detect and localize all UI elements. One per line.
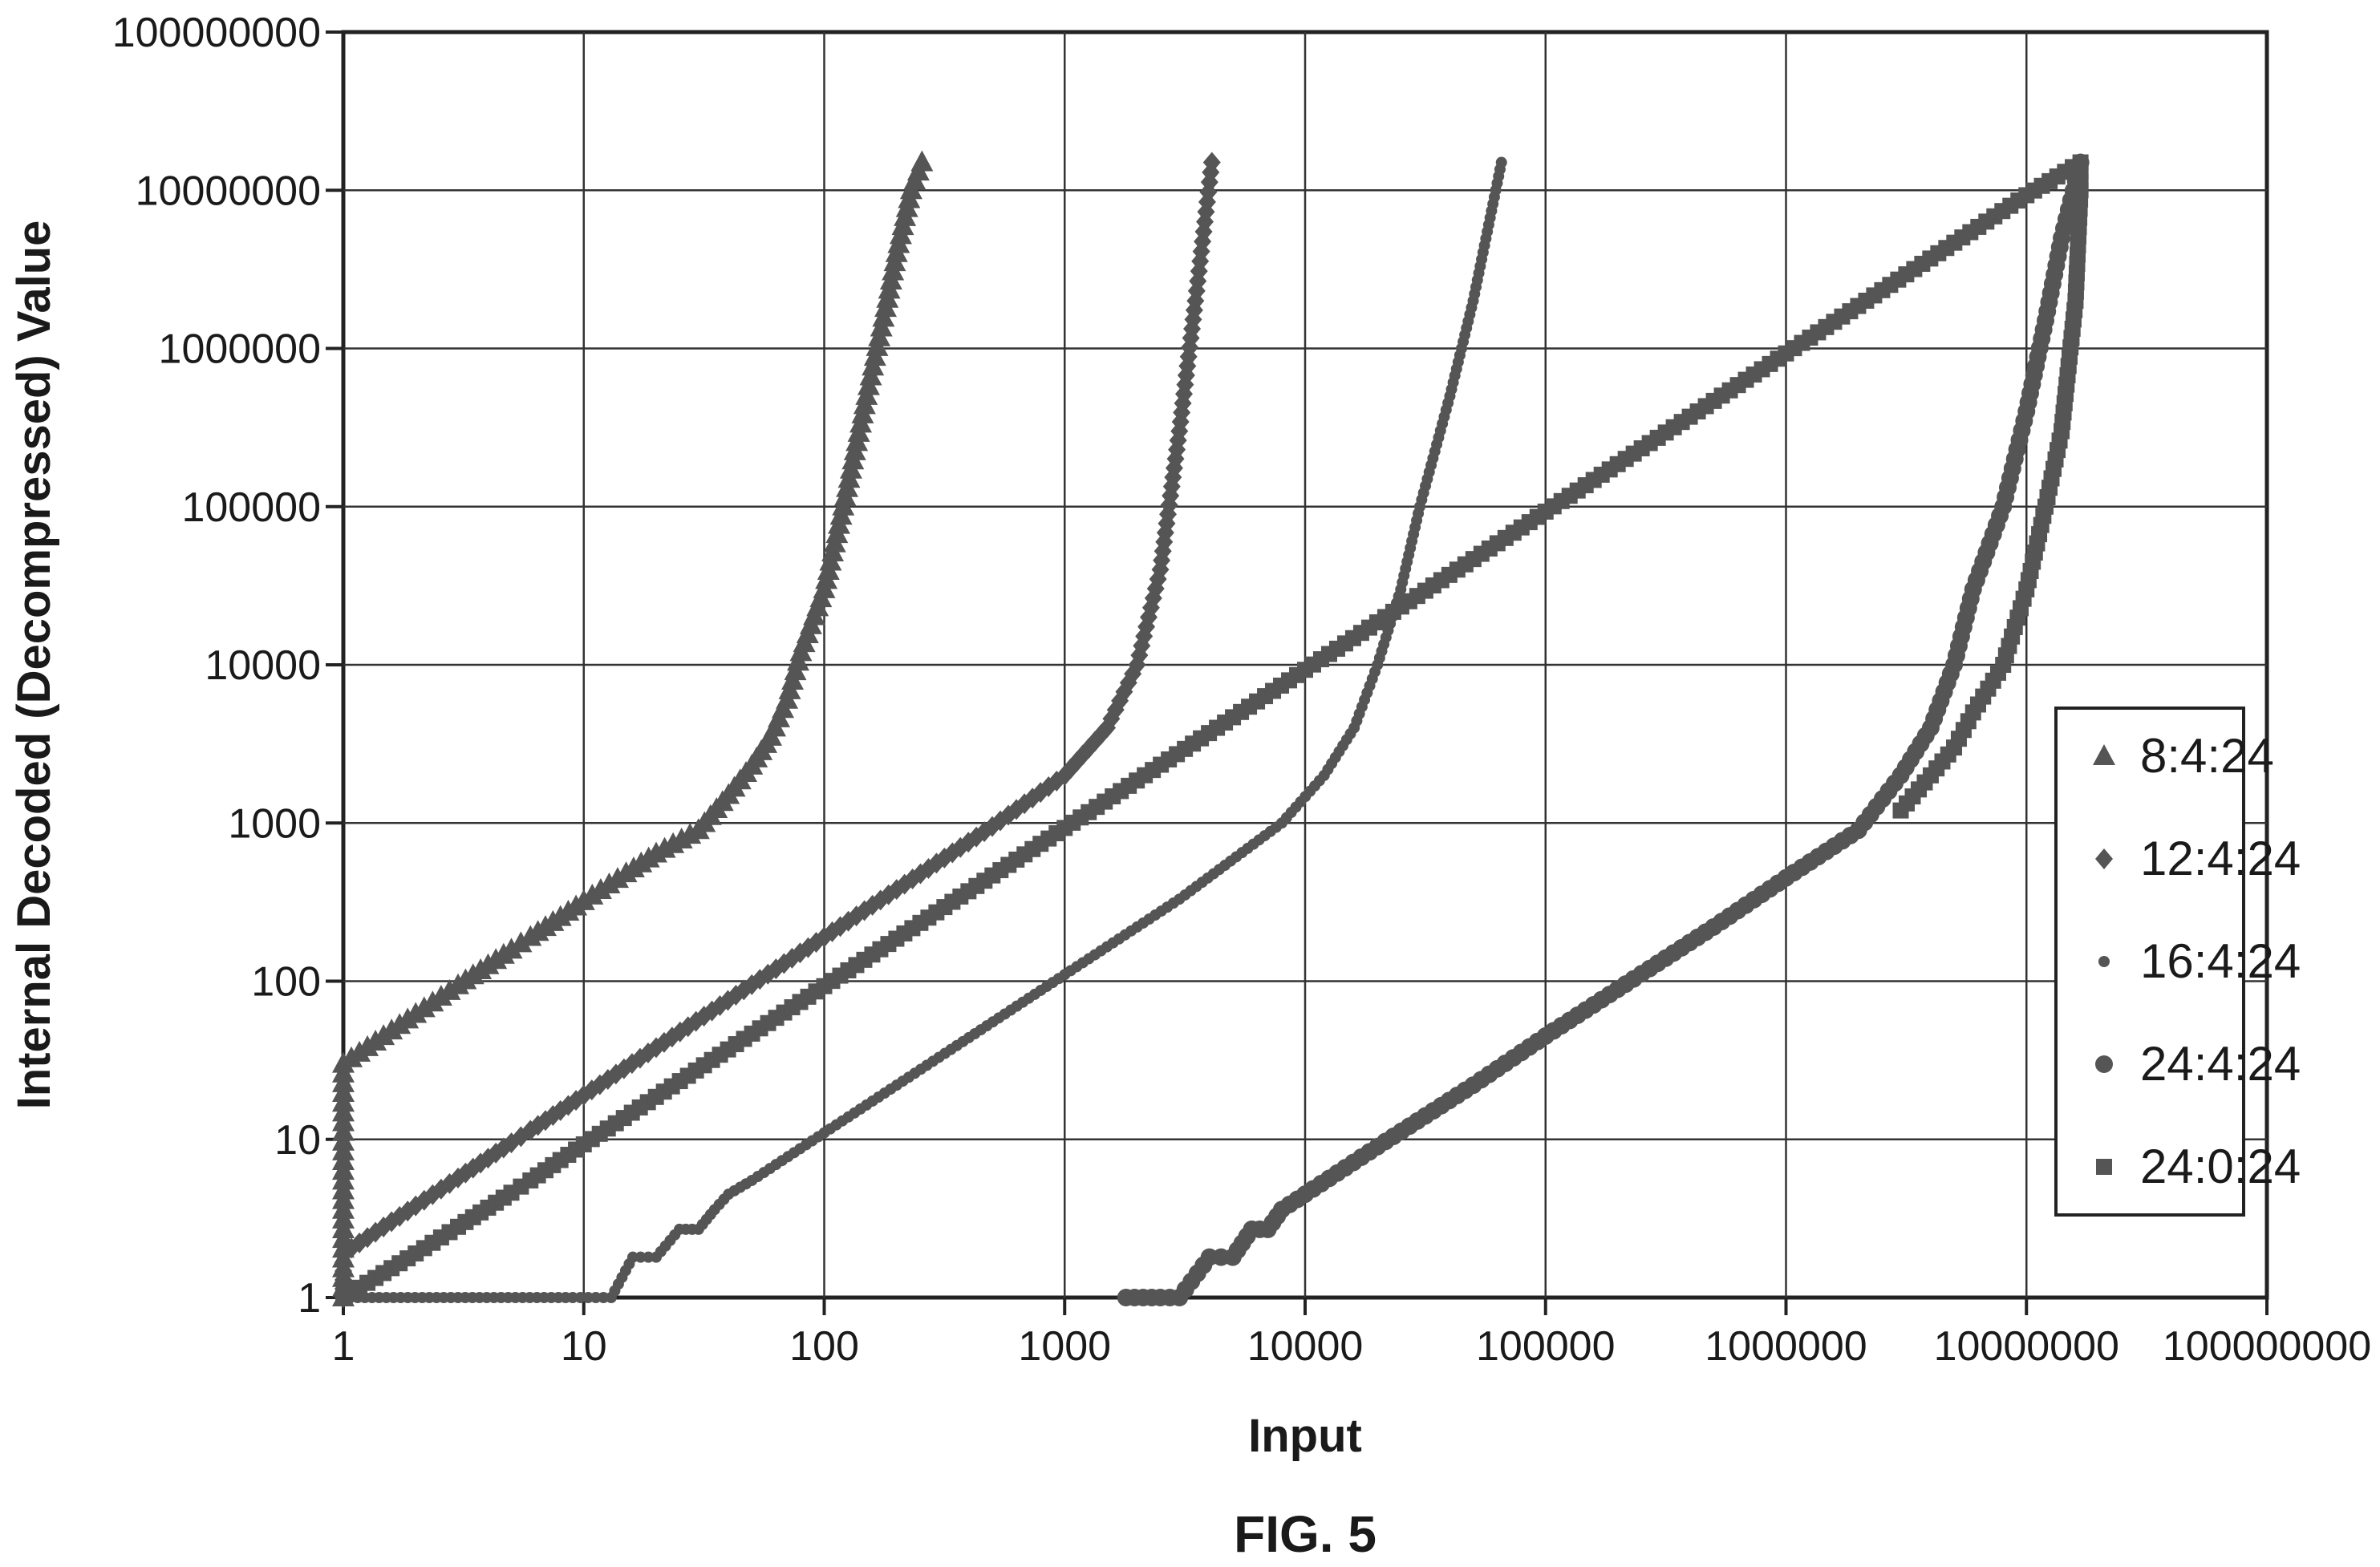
legend: 8:4:24 12:4:24 16:4:24 24:4:24 24:0:24 xyxy=(2054,707,2301,1217)
data-point xyxy=(509,931,533,953)
data-marks xyxy=(332,150,2090,1308)
legend-label: 16:4:24 xyxy=(2140,934,2301,988)
y-axis-title: Internal Decoded (Decompressed) Value xyxy=(8,221,60,1110)
y-tick-label: 1000000 xyxy=(159,326,321,373)
legend-marker xyxy=(2093,744,2115,765)
x-tick-label: 10000 xyxy=(1247,1323,1364,1370)
y-tick-label: 1000 xyxy=(228,800,321,847)
data-point xyxy=(598,1292,610,1303)
data-point xyxy=(567,1292,579,1303)
legend-label: 12:4:24 xyxy=(2140,832,2301,885)
legend-label: 8:4:24 xyxy=(2140,729,2274,783)
x-tick-label: 100000 xyxy=(1476,1323,1616,1370)
data-point xyxy=(500,937,523,959)
legend-marker xyxy=(2098,956,2110,967)
figure-caption: FIG. 5 xyxy=(1234,1505,1377,1563)
y-tick-label: 10000 xyxy=(205,642,321,689)
legend-marker xyxy=(2096,1159,2112,1175)
x-tick-label: 1000000 xyxy=(1705,1323,1867,1370)
y-tick-label: 100000000 xyxy=(112,10,321,56)
data-point xyxy=(1892,802,1909,819)
axis-ticks: 1 10 100 1000 10000 100000 1000000 10000000 1000… xyxy=(112,10,2371,1370)
y-tick-label: 10 xyxy=(274,1117,321,1164)
legend-item: 24:4:24 xyxy=(2095,1037,2301,1091)
legend-marker xyxy=(2095,1055,2113,1073)
series-8-4-24 xyxy=(332,150,934,1306)
y-tick-label: 10000000 xyxy=(136,168,321,214)
y-tick-label: 1 xyxy=(298,1275,321,1322)
legend-label: 24:0:24 xyxy=(2140,1140,2301,1193)
y-tick-label: 100000 xyxy=(181,484,321,531)
x-tick-label: 100 xyxy=(789,1323,859,1370)
x-tick-label: 10 xyxy=(561,1323,607,1370)
data-point xyxy=(1495,156,1507,168)
data-point xyxy=(590,1292,602,1303)
x-tick-label: 100000000 xyxy=(2163,1323,2371,1370)
data-point xyxy=(574,1292,586,1303)
series-16-4-24 xyxy=(338,156,1507,1303)
x-tick-label: 1 xyxy=(332,1323,355,1370)
data-point xyxy=(582,1292,594,1303)
data-point xyxy=(910,150,934,172)
series-24-0-24 xyxy=(335,154,2089,1306)
data-point xyxy=(635,1251,647,1263)
x-tick-label: 1000 xyxy=(1018,1323,1111,1370)
legend-label: 24:4:24 xyxy=(2140,1037,2301,1091)
legend-item: 8:4:24 xyxy=(2093,729,2274,783)
data-point xyxy=(1202,152,1221,173)
legend-marker xyxy=(2095,848,2113,869)
data-point xyxy=(643,1251,655,1263)
legend-item: 16:4:24 xyxy=(2098,934,2301,988)
series-12-4-24 xyxy=(334,152,1221,1308)
x-axis-title: Input xyxy=(1248,1410,1362,1462)
legend-box xyxy=(2054,707,2245,1217)
legend-item: 24:0:24 xyxy=(2096,1140,2301,1193)
y-tick-label: 100 xyxy=(251,959,321,1006)
x-tick-label: 10000000 xyxy=(1934,1323,2119,1370)
legend-item: 12:4:24 xyxy=(2095,832,2301,885)
data-point xyxy=(626,1251,639,1263)
